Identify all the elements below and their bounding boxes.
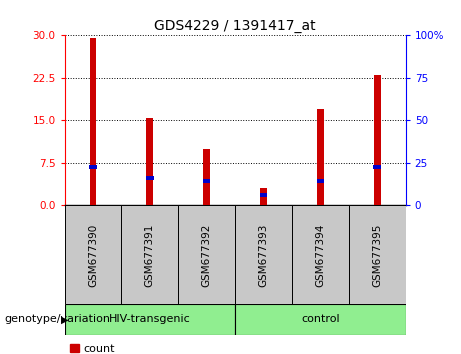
Bar xyxy=(178,205,235,304)
Text: GSM677392: GSM677392 xyxy=(201,223,212,287)
Title: GDS4229 / 1391417_at: GDS4229 / 1391417_at xyxy=(154,19,316,33)
Text: GSM677391: GSM677391 xyxy=(145,223,155,287)
Bar xyxy=(260,193,267,197)
Bar xyxy=(65,304,235,335)
Bar xyxy=(147,118,153,205)
Text: GSM677393: GSM677393 xyxy=(259,223,269,287)
Text: GSM677395: GSM677395 xyxy=(372,223,382,287)
Bar xyxy=(121,205,178,304)
Bar xyxy=(235,304,406,335)
Text: control: control xyxy=(301,314,340,325)
Bar xyxy=(235,205,292,304)
Text: GSM677390: GSM677390 xyxy=(88,223,98,286)
Bar xyxy=(292,205,349,304)
Text: genotype/variation: genotype/variation xyxy=(5,314,111,325)
Bar xyxy=(317,179,324,183)
Bar xyxy=(349,205,406,304)
Bar xyxy=(373,165,381,169)
Text: ▶: ▶ xyxy=(61,314,68,325)
Bar xyxy=(65,205,121,304)
Bar xyxy=(203,179,210,183)
Bar xyxy=(146,176,154,180)
Bar xyxy=(317,109,324,205)
Text: HIV-transgenic: HIV-transgenic xyxy=(109,314,191,325)
Text: GSM677394: GSM677394 xyxy=(315,223,325,287)
Bar xyxy=(203,149,210,205)
Bar xyxy=(260,188,267,205)
Bar xyxy=(89,38,96,205)
Legend: count, percentile rank within the sample: count, percentile rank within the sample xyxy=(70,344,272,354)
Bar xyxy=(89,165,97,169)
Bar xyxy=(374,75,381,205)
